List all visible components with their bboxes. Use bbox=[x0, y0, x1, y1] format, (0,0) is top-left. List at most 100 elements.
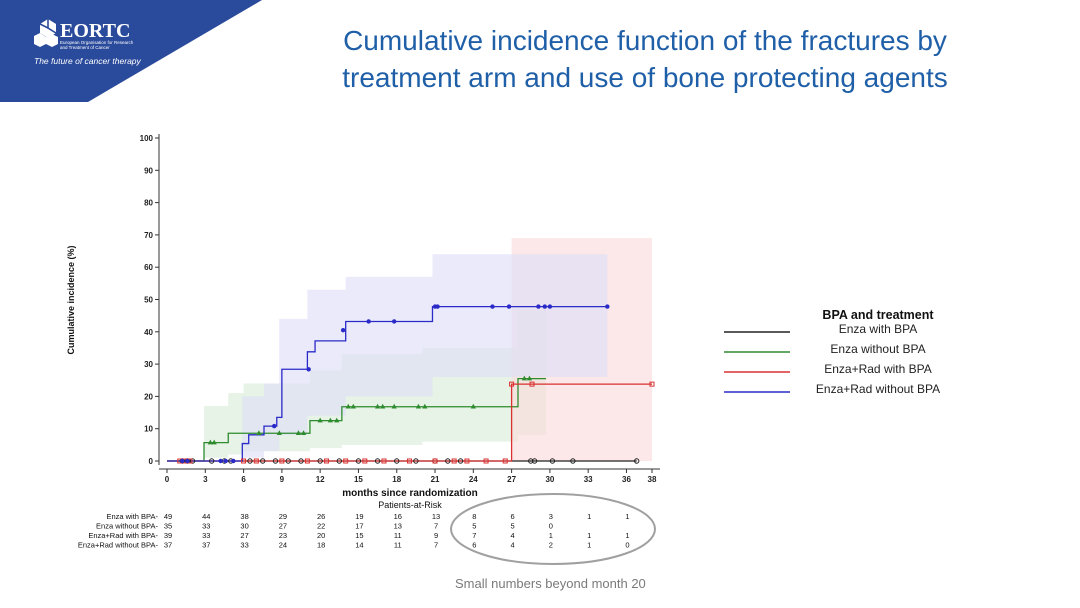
censor-mark-enza-rad-without-bpa bbox=[185, 458, 190, 464]
censor-mark-enza-rad-with-bpa bbox=[529, 381, 535, 387]
censor-mark-enza-rad-with-bpa bbox=[279, 458, 285, 464]
risk-cell: 9 bbox=[434, 531, 438, 540]
y-tick-label: 60 bbox=[144, 263, 153, 272]
risk-cell: 39 bbox=[164, 531, 172, 540]
legend-entry-enza-with-bpa: Enza with BPA bbox=[839, 322, 917, 336]
risk-cell: 44 bbox=[202, 512, 210, 521]
censor-mark-enza-rad-without-bpa bbox=[435, 304, 440, 309]
risk-cell: 33 bbox=[202, 522, 210, 531]
slide-title-line1: Cumulative incidence function of the fra… bbox=[343, 25, 947, 56]
x-tick-label: 38 bbox=[648, 475, 657, 484]
risk-cell: 20 bbox=[317, 531, 325, 540]
censor-mark-enza-with-bpa bbox=[394, 458, 400, 464]
x-tick-label: 0 bbox=[165, 475, 170, 484]
censor-mark-enza-rad-without-bpa bbox=[506, 304, 512, 309]
risk-cell: 7 bbox=[434, 541, 438, 550]
censor-mark-enza-rad-without-bpa bbox=[231, 458, 236, 464]
censor-mark-enza-without-bpa bbox=[350, 403, 356, 409]
band-enza-rad-without-bpa bbox=[242, 254, 608, 458]
x-tick-label: 12 bbox=[316, 475, 325, 484]
y-tick-label: 10 bbox=[144, 425, 153, 434]
risk-cell: 0 bbox=[549, 522, 553, 531]
censor-mark-enza-rad-with-bpa bbox=[407, 458, 412, 464]
logo-tagline: The future of cancer therapy bbox=[34, 56, 142, 66]
risk-cell: 7 bbox=[472, 531, 476, 540]
risk-cell: 6 bbox=[472, 541, 476, 550]
censor-mark-enza-without-bpa bbox=[521, 375, 527, 381]
risk-cell: 4 bbox=[511, 531, 515, 540]
censor-mark-enza-with-bpa bbox=[528, 458, 534, 464]
slide-title-line2: treatment arm and use of bone protecting… bbox=[342, 62, 948, 93]
risk-cell: 22 bbox=[317, 522, 325, 531]
risk-cell: 15 bbox=[355, 531, 363, 540]
censor-mark-enza-rad-with-bpa bbox=[362, 458, 368, 464]
y-tick-label: 80 bbox=[144, 199, 153, 208]
slide-title: Cumulative incidence function of the fra… bbox=[250, 22, 1040, 96]
censor-mark-enza-rad-without-bpa bbox=[306, 367, 311, 372]
censor-mark-enza-without-bpa bbox=[380, 403, 386, 409]
censor-mark-enza-rad-without-bpa bbox=[547, 304, 553, 309]
censor-mark-enza-rad-without-bpa bbox=[490, 304, 495, 309]
censor-mark-enza-with-bpa bbox=[445, 458, 451, 464]
risk-cell: 49 bbox=[164, 512, 172, 521]
risk-cell: 19 bbox=[355, 512, 363, 521]
risk-cell: 11 bbox=[394, 541, 402, 550]
censor-mark-enza-without-bpa bbox=[374, 403, 381, 409]
censor-mark-enza-rad-with-bpa bbox=[381, 458, 387, 464]
risk-cell: 3 bbox=[549, 512, 553, 521]
censor-mark-enza-rad-with-bpa bbox=[324, 458, 330, 464]
logo-subtitle-line2: and Treatment of Cancer bbox=[60, 45, 110, 50]
censor-mark-enza-without-bpa bbox=[207, 439, 213, 445]
y-tick-label: 100 bbox=[140, 134, 154, 143]
x-axis-label: months since randomization bbox=[342, 488, 478, 499]
risk-cell: 1 bbox=[625, 512, 629, 521]
x-tick-label: 15 bbox=[354, 475, 363, 484]
censor-mark-enza-rad-with-bpa bbox=[432, 458, 438, 464]
logo-name: EORTC bbox=[60, 20, 130, 42]
censor-mark-enza-rad-without-bpa bbox=[223, 458, 228, 464]
x-tick-label: 6 bbox=[241, 475, 246, 484]
censor-mark-enza-with-bpa bbox=[336, 458, 343, 464]
censor-mark-enza-rad-without-bpa bbox=[391, 319, 397, 324]
risk-cell: 30 bbox=[240, 522, 248, 531]
risk-row-label: Enza+Rad without BPA- bbox=[78, 541, 159, 550]
risk-cell: 7 bbox=[434, 522, 438, 531]
x-tick-label: 24 bbox=[469, 475, 478, 484]
risk-cell: 18 bbox=[317, 541, 325, 550]
censor-mark-enza-rad-with-bpa bbox=[253, 458, 259, 464]
risk-cell: 1 bbox=[587, 512, 591, 521]
y-tick-label: 30 bbox=[144, 360, 153, 369]
censor-mark-enza-rad-with-bpa bbox=[304, 458, 310, 464]
censor-mark-enza-rad-with-bpa bbox=[343, 458, 349, 464]
censor-mark-enza-rad-without-bpa bbox=[218, 458, 223, 464]
censor-mark-enza-with-bpa bbox=[570, 458, 576, 464]
y-tick-label: 0 bbox=[149, 457, 154, 466]
censor-mark-enza-rad-with-bpa bbox=[451, 458, 457, 464]
risk-cell: 27 bbox=[279, 522, 287, 531]
y-tick-label: 50 bbox=[144, 296, 153, 305]
censor-mark-enza-without-bpa bbox=[391, 403, 397, 409]
risk-cell: 37 bbox=[164, 541, 172, 550]
censor-mark-enza-with-bpa bbox=[247, 458, 253, 464]
censor-mark-enza-rad-without-bpa bbox=[272, 423, 277, 429]
risk-cell: 1 bbox=[625, 531, 629, 540]
x-tick-label: 36 bbox=[622, 475, 631, 484]
risk-table-title: Patients-at-Risk bbox=[378, 500, 442, 510]
y-tick-label: 90 bbox=[144, 166, 153, 175]
censor-mark-enza-rad-without-bpa bbox=[542, 304, 547, 309]
censor-mark-enza-rad-with-bpa bbox=[241, 458, 247, 464]
risk-cell: 13 bbox=[394, 522, 402, 531]
x-tick-label: 33 bbox=[584, 475, 593, 484]
censor-mark-enza-with-bpa bbox=[374, 458, 381, 464]
risk-cell: 0 bbox=[625, 541, 629, 550]
risk-cell: 23 bbox=[279, 531, 287, 540]
censor-mark-enza-with-bpa bbox=[457, 458, 464, 464]
censor-mark-enza-without-bpa bbox=[334, 417, 340, 423]
censor-mark-enza-rad-without-bpa bbox=[180, 458, 185, 464]
eortc-logo-icon bbox=[34, 19, 58, 47]
legend-entry-enza-rad-without-bpa: Enza+Rad without BPA bbox=[816, 382, 940, 396]
censor-mark-enza-without-bpa bbox=[276, 430, 282, 436]
risk-cell: 5 bbox=[511, 522, 515, 531]
censor-mark-enza-with-bpa bbox=[260, 458, 266, 464]
